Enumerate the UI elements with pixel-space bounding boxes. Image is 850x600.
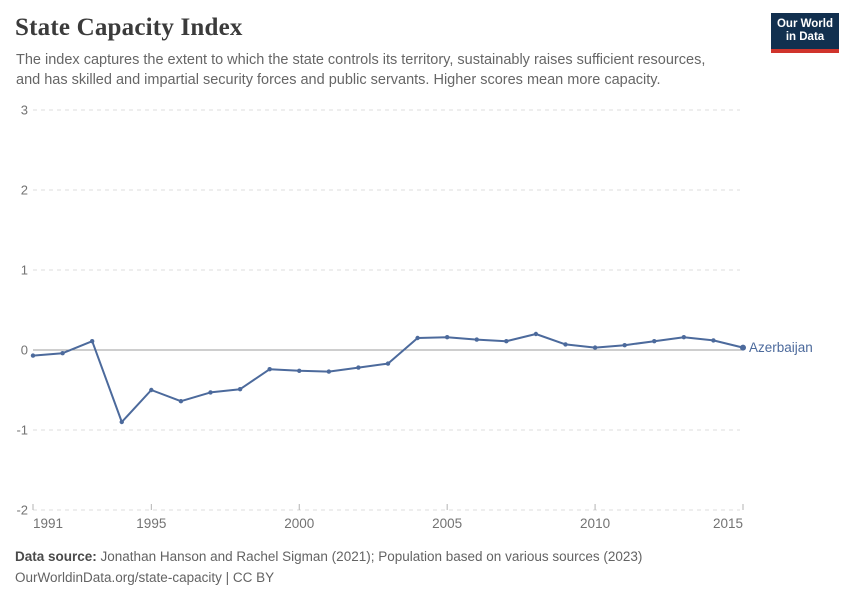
data-point[interactable] — [563, 342, 568, 347]
data-point[interactable] — [267, 367, 272, 372]
logo-line-2: in Data — [785, 31, 825, 43]
data-point[interactable] — [149, 387, 154, 393]
license-line[interactable]: OurWorldinData.org/state-capacity | CC B… — [15, 570, 275, 585]
data-point[interactable] — [178, 399, 184, 404]
chart-subtitle: The index captures the extent to which t… — [16, 50, 705, 90]
x-axis-tick-label: 1995 — [136, 516, 166, 531]
data-point[interactable] — [60, 351, 65, 356]
data-point[interactable] — [681, 335, 687, 340]
data-point[interactable] — [740, 344, 746, 351]
y-axis-tick-label: 3 — [21, 103, 28, 118]
data-point[interactable] — [385, 361, 391, 366]
logo-line-1: Our World — [776, 18, 833, 30]
data-point[interactable] — [533, 331, 539, 337]
y-axis-tick-label: -2 — [16, 503, 28, 518]
series-line[interactable] — [32, 333, 744, 423]
data-point[interactable] — [652, 339, 657, 344]
data-source-line: Data source: Jonathan Hanson and Rachel … — [15, 546, 642, 567]
data-point[interactable] — [415, 335, 420, 341]
x-axis-tick-label: 2015 — [713, 516, 743, 531]
chart-footer: Data source: Jonathan Hanson and Rachel … — [15, 546, 642, 588]
data-point[interactable] — [326, 369, 332, 374]
data-point[interactable] — [30, 353, 36, 358]
data-point[interactable] — [237, 387, 243, 392]
data-point[interactable] — [592, 345, 598, 350]
data-point[interactable] — [208, 390, 213, 395]
data-point[interactable] — [444, 335, 450, 340]
data-point[interactable] — [622, 343, 627, 348]
subtitle-line-2: and has skilled and impartial security f… — [16, 72, 661, 88]
data-point[interactable] — [711, 338, 716, 343]
plot-area[interactable]: 3 2 1 0 -1 -2 1991 1995 2000 2005 2010 2015 Azerbaij… — [0, 95, 850, 545]
line-chart-canvas[interactable]: 3 2 1 0 -1 -2 1991 1995 2000 2005 2010 2015 Azerbaij… — [0, 95, 850, 545]
x-axis-tick-label: 1991 — [33, 516, 63, 531]
data-point[interactable] — [504, 339, 509, 344]
subtitle-line-1: The index captures the extent to which t… — [16, 52, 706, 68]
owid-logo[interactable]: Our World in Data — [771, 13, 839, 53]
data-point[interactable] — [119, 419, 124, 425]
x-axis-tick-label: 2000 — [284, 516, 314, 531]
page-title: State Capacity Index — [15, 14, 243, 41]
data-point[interactable] — [89, 339, 95, 344]
data-source-label: Data source: — [15, 549, 97, 564]
x-axis-tick-label: 2005 — [432, 516, 462, 531]
data-point[interactable] — [297, 368, 302, 373]
y-axis-tick-label: 1 — [21, 263, 28, 278]
data-point[interactable] — [474, 337, 479, 342]
y-axis-tick-label: 2 — [21, 183, 28, 198]
x-axis-tick-label: 2010 — [580, 516, 610, 531]
series-entity-label[interactable]: Azerbaijan — [749, 340, 813, 355]
data-source-text: Jonathan Hanson and Rachel Sigman (2021)… — [96, 549, 643, 564]
y-axis-tick-label: -1 — [16, 423, 28, 438]
y-axis-tick-label: 0 — [21, 343, 28, 358]
data-point[interactable] — [356, 365, 361, 370]
